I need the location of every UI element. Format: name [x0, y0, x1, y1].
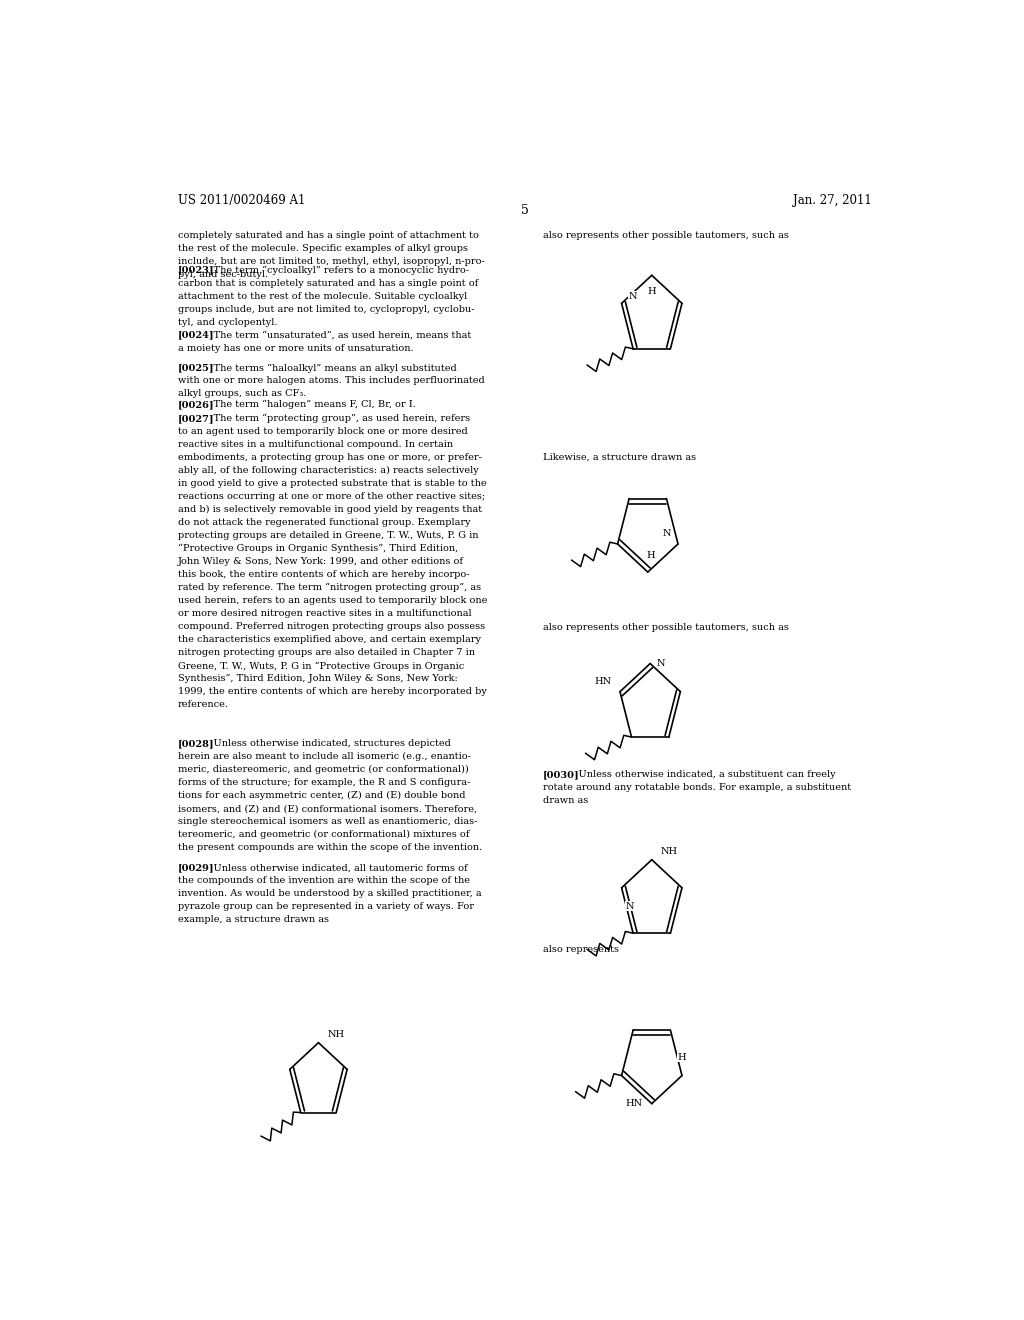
Text: NH: NH [328, 1030, 344, 1039]
Text: the compounds of the invention are within the scope of the: the compounds of the invention are withi… [178, 876, 470, 886]
Text: N: N [626, 902, 634, 911]
Text: carbon that is completely saturated and has a single point of: carbon that is completely saturated and … [178, 279, 478, 288]
Text: isomers, and (Z) and (E) conformational isomers. Therefore,: isomers, and (Z) and (E) conformational … [178, 804, 477, 813]
Text: drawn as: drawn as [543, 796, 589, 805]
Text: The terms “haloalkyl” means an alkyl substituted: The terms “haloalkyl” means an alkyl sub… [202, 363, 457, 372]
Text: do not attack the regenerated functional group. Exemplary: do not attack the regenerated functional… [178, 519, 471, 527]
Text: also represents other possible tautomers, such as: also represents other possible tautomers… [543, 231, 788, 240]
Text: Jan. 27, 2011: Jan. 27, 2011 [793, 194, 871, 207]
Text: Unless otherwise indicated, all tautomeric forms of: Unless otherwise indicated, all tautomer… [202, 863, 468, 873]
Text: compound. Preferred nitrogen protecting groups also possess: compound. Preferred nitrogen protecting … [178, 622, 485, 631]
Text: with one or more halogen atoms. This includes perfluorinated: with one or more halogen atoms. This inc… [178, 376, 484, 385]
Text: herein are also meant to include all isomeric (e.g., enantio-: herein are also meant to include all iso… [178, 752, 471, 762]
Text: [0024]: [0024] [178, 331, 215, 339]
Text: H: H [678, 1053, 686, 1061]
Text: 5: 5 [521, 205, 528, 216]
Text: John Wiley & Sons, New York: 1999, and other editions of: John Wiley & Sons, New York: 1999, and o… [178, 557, 464, 566]
Text: H: H [647, 286, 656, 296]
Text: also represents other possible tautomers, such as: also represents other possible tautomers… [543, 623, 788, 632]
Text: completely saturated and has a single point of attachment to: completely saturated and has a single po… [178, 231, 479, 240]
Text: Unless otherwise indicated, a substituent can freely: Unless otherwise indicated, a substituen… [566, 770, 836, 779]
Text: [0026]: [0026] [178, 400, 215, 409]
Text: the present compounds are within the scope of the invention.: the present compounds are within the sco… [178, 843, 482, 853]
Text: The term “protecting group”, as used herein, refers: The term “protecting group”, as used her… [202, 414, 470, 424]
Text: pyl, and sec-butyl.: pyl, and sec-butyl. [178, 271, 268, 279]
Text: rotate around any rotatable bonds. For example, a substituent: rotate around any rotatable bonds. For e… [543, 783, 851, 792]
Text: also represents: also represents [543, 945, 620, 953]
Text: forms of the structure; for example, the R and S configura-: forms of the structure; for example, the… [178, 779, 470, 787]
Text: Synthesis”, Third Edition, John Wiley & Sons, New York:: Synthesis”, Third Edition, John Wiley & … [178, 675, 458, 684]
Text: the characteristics exemplified above, and certain exemplary: the characteristics exemplified above, a… [178, 635, 481, 644]
Text: “Protective Groups in Organic Synthesis”, Third Edition,: “Protective Groups in Organic Synthesis”… [178, 544, 459, 553]
Text: ably all, of the following characteristics: a) reacts selectively: ably all, of the following characteristi… [178, 466, 479, 475]
Text: N: N [657, 659, 666, 668]
Text: include, but are not limited to, methyl, ethyl, isopropyl, n-pro-: include, but are not limited to, methyl,… [178, 257, 484, 267]
Text: this book, the entire contents of which are hereby incorpo-: this book, the entire contents of which … [178, 570, 469, 579]
Text: or more desired nitrogen reactive sites in a multifunctional: or more desired nitrogen reactive sites … [178, 609, 472, 618]
Text: Greene, T. W., Wuts, P. G in “Protective Groups in Organic: Greene, T. W., Wuts, P. G in “Protective… [178, 661, 464, 671]
Text: The term “cycloalkyl” refers to a monocyclic hydro-: The term “cycloalkyl” refers to a monocy… [202, 265, 469, 275]
Text: US 2011/0020469 A1: US 2011/0020469 A1 [178, 194, 305, 207]
Text: Unless otherwise indicated, structures depicted: Unless otherwise indicated, structures d… [202, 739, 452, 748]
Text: reactions occurring at one or more of the other reactive sites;: reactions occurring at one or more of th… [178, 492, 485, 502]
Text: attachment to the rest of the molecule. Suitable cycloalkyl: attachment to the rest of the molecule. … [178, 292, 467, 301]
Text: alkyl groups, such as CF₃.: alkyl groups, such as CF₃. [178, 389, 306, 399]
Text: tyl, and cyclopentyl.: tyl, and cyclopentyl. [178, 318, 278, 326]
Text: N: N [663, 529, 671, 539]
Text: groups include, but are not limited to, cyclopropyl, cyclobu-: groups include, but are not limited to, … [178, 305, 474, 314]
Text: The term “halogen” means F, Cl, Br, or I.: The term “halogen” means F, Cl, Br, or I… [202, 400, 416, 409]
Text: reference.: reference. [178, 700, 229, 709]
Text: [0025]: [0025] [178, 363, 215, 372]
Text: HN: HN [594, 677, 611, 686]
Text: embodiments, a protecting group has one or more, or prefer-: embodiments, a protecting group has one … [178, 453, 482, 462]
Text: tereomeric, and geometric (or conformational) mixtures of: tereomeric, and geometric (or conformati… [178, 830, 469, 840]
Text: reactive sites in a multifunctional compound. In certain: reactive sites in a multifunctional comp… [178, 440, 454, 449]
Text: single stereochemical isomers as well as enantiomeric, dias-: single stereochemical isomers as well as… [178, 817, 477, 826]
Text: invention. As would be understood by a skilled practitioner, a: invention. As would be understood by a s… [178, 890, 481, 899]
Text: a moiety has one or more units of unsaturation.: a moiety has one or more units of unsatu… [178, 343, 414, 352]
Text: the rest of the molecule. Specific examples of alkyl groups: the rest of the molecule. Specific examp… [178, 244, 468, 253]
Text: HN: HN [626, 1100, 643, 1109]
Text: example, a structure drawn as: example, a structure drawn as [178, 915, 329, 924]
Text: H: H [647, 552, 655, 560]
Text: The term “unsaturated”, as used herein, means that: The term “unsaturated”, as used herein, … [202, 331, 471, 339]
Text: [0027]: [0027] [178, 414, 215, 422]
Text: NH: NH [660, 847, 678, 857]
Text: [0023]: [0023] [178, 265, 215, 275]
Text: 1999, the entire contents of which are hereby incorporated by: 1999, the entire contents of which are h… [178, 688, 486, 696]
Text: nitrogen protecting groups are also detailed in Chapter 7 in: nitrogen protecting groups are also deta… [178, 648, 475, 657]
Text: rated by reference. The term “nitrogen protecting group”, as: rated by reference. The term “nitrogen p… [178, 583, 481, 593]
Text: in good yield to give a protected substrate that is stable to the: in good yield to give a protected substr… [178, 479, 486, 488]
Text: to an agent used to temporarily block one or more desired: to an agent used to temporarily block on… [178, 428, 468, 436]
Text: [0029]: [0029] [178, 863, 215, 873]
Text: N: N [629, 292, 637, 301]
Text: [0028]: [0028] [178, 739, 215, 748]
Text: used herein, refers to an agents used to temporarily block one: used herein, refers to an agents used to… [178, 597, 487, 605]
Text: [0030]: [0030] [543, 770, 580, 779]
Text: tions for each asymmetric center, (Z) and (E) double bond: tions for each asymmetric center, (Z) an… [178, 791, 466, 800]
Text: protecting groups are detailed in Greene, T. W., Wuts, P. G in: protecting groups are detailed in Greene… [178, 531, 478, 540]
Text: pyrazole group can be represented in a variety of ways. For: pyrazole group can be represented in a v… [178, 903, 474, 911]
Text: meric, diastereomeric, and geometric (or conformational)): meric, diastereomeric, and geometric (or… [178, 766, 469, 775]
Text: and b) is selectively removable in good yield by reagents that: and b) is selectively removable in good … [178, 506, 482, 515]
Text: Likewise, a structure drawn as: Likewise, a structure drawn as [543, 453, 696, 462]
